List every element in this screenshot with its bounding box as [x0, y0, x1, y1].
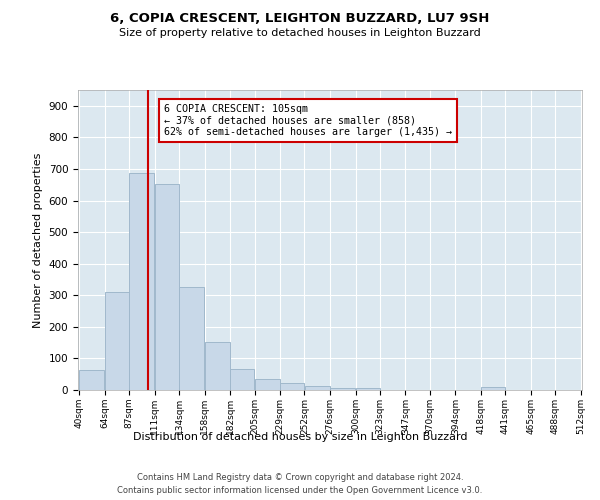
Text: 6 COPIA CRESCENT: 105sqm
← 37% of detached houses are smaller (858)
62% of semi-: 6 COPIA CRESCENT: 105sqm ← 37% of detach…: [164, 104, 452, 138]
Bar: [481, 387, 505, 390]
Bar: [280, 383, 304, 390]
Text: 6, COPIA CRESCENT, LEIGHTON BUZZARD, LU7 9SH: 6, COPIA CRESCENT, LEIGHTON BUZZARD, LU7…: [110, 12, 490, 26]
Bar: [205, 342, 230, 390]
Bar: [129, 172, 154, 390]
Bar: [305, 386, 330, 390]
Text: Contains HM Land Registry data © Crown copyright and database right 2024.: Contains HM Land Registry data © Crown c…: [137, 472, 463, 482]
Bar: [105, 292, 129, 390]
Bar: [330, 388, 355, 390]
Bar: [79, 370, 104, 390]
Bar: [356, 388, 380, 390]
Y-axis label: Number of detached properties: Number of detached properties: [33, 152, 43, 328]
Text: Contains public sector information licensed under the Open Government Licence v3: Contains public sector information licen…: [118, 486, 482, 495]
Bar: [230, 369, 254, 390]
Text: Size of property relative to detached houses in Leighton Buzzard: Size of property relative to detached ho…: [119, 28, 481, 38]
Text: Distribution of detached houses by size in Leighton Buzzard: Distribution of detached houses by size …: [133, 432, 467, 442]
Bar: [254, 379, 280, 390]
Bar: [155, 184, 179, 390]
Bar: [179, 286, 205, 390]
